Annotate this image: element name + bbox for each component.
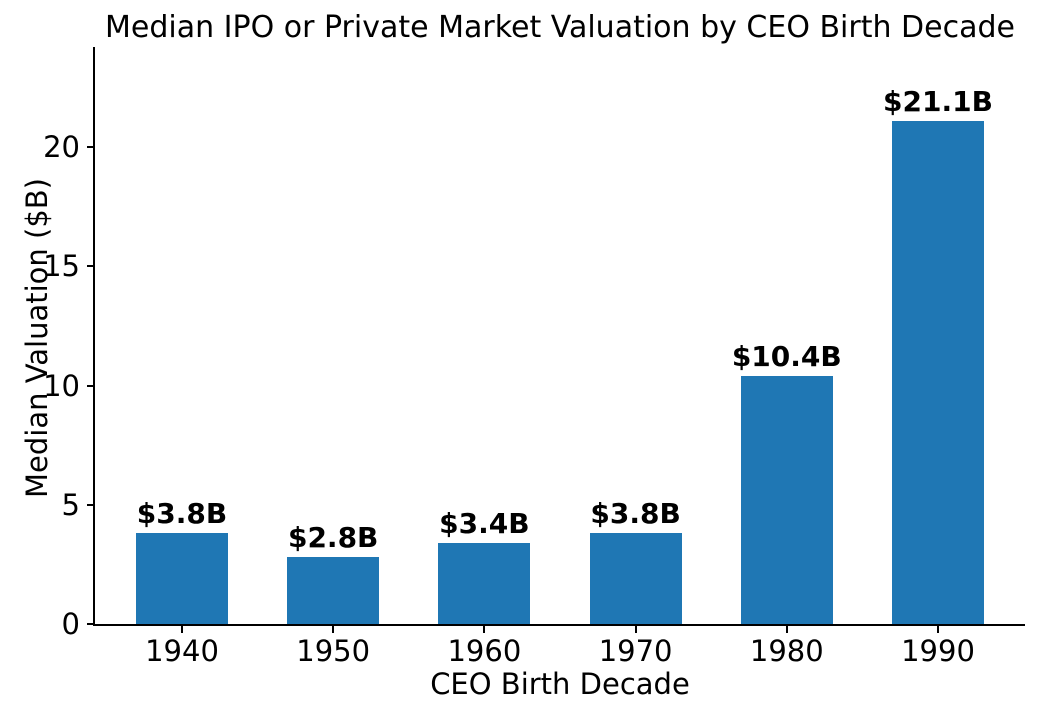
y-axis-label: Median Valuation ($B) xyxy=(20,177,54,499)
y-tick-label: 0 xyxy=(61,607,80,641)
x-tick-mark xyxy=(332,626,335,633)
x-tick-label: 1940 xyxy=(145,634,219,668)
y-tick-label: 20 xyxy=(43,130,80,165)
x-axis-label: CEO Birth Decade xyxy=(430,667,690,701)
bar-value-label: $2.8B xyxy=(287,521,379,555)
x-tick-label: 1990 xyxy=(901,634,975,668)
x-tick-label: 1970 xyxy=(598,634,673,668)
chart-title: Median IPO or Private Market Valuation b… xyxy=(105,10,1015,45)
y-tick-label: 10 xyxy=(43,368,80,403)
y-tick-mark xyxy=(87,384,95,387)
y-axis-spine xyxy=(93,47,95,626)
x-tick-mark xyxy=(937,626,939,633)
bar xyxy=(740,376,833,624)
y-tick-label: 15 xyxy=(43,249,80,284)
bar-value-label: $3.8B xyxy=(136,497,228,531)
x-tick-mark xyxy=(785,626,788,633)
x-tick-mark xyxy=(181,626,183,633)
x-axis-spine xyxy=(93,624,1025,626)
bar-value-label: $3.4B xyxy=(439,506,530,540)
bar xyxy=(892,120,984,624)
y-tick-mark xyxy=(87,146,95,149)
y-tick-mark xyxy=(87,265,95,268)
bar xyxy=(136,533,228,624)
bar-value-label: $3.8B xyxy=(590,497,681,531)
bar xyxy=(589,533,682,624)
y-tick-mark xyxy=(87,503,95,506)
bar-value-label: $10.4B xyxy=(731,340,842,374)
bar-value-label: $21.1B xyxy=(883,84,993,118)
x-tick-label: 1950 xyxy=(296,634,371,668)
x-tick-mark xyxy=(483,626,486,633)
bar xyxy=(287,557,380,624)
y-tick-mark xyxy=(87,623,95,625)
x-tick-label: 1980 xyxy=(749,634,824,668)
x-tick-label: 1960 xyxy=(447,634,522,668)
x-tick-mark xyxy=(634,626,637,633)
bar xyxy=(438,542,531,624)
y-tick-label: 5 xyxy=(61,487,80,522)
